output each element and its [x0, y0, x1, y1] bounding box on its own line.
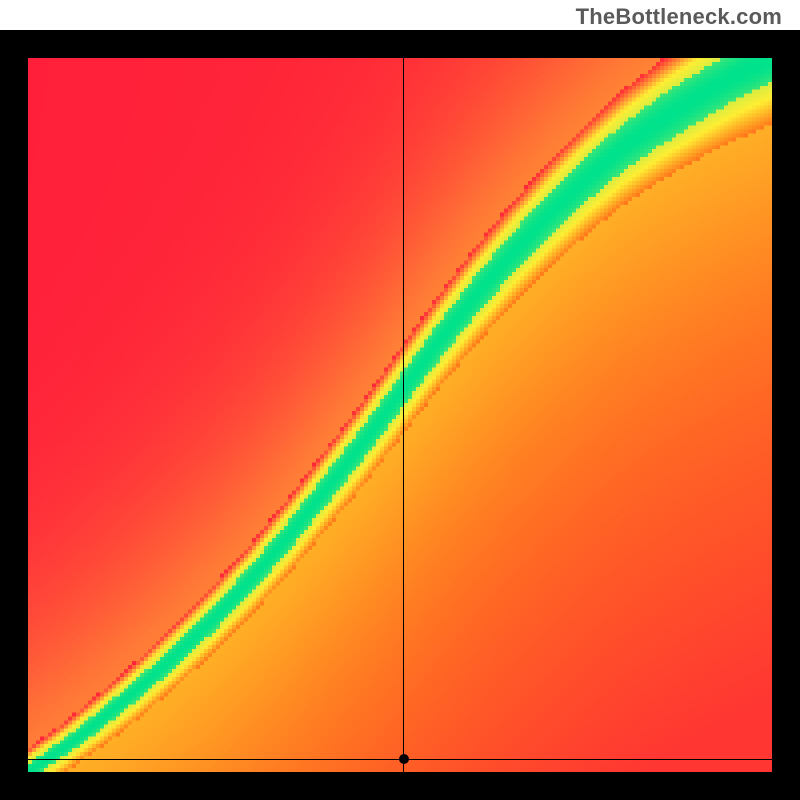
crosshair-marker-dot — [399, 754, 409, 764]
bottleneck-heatmap — [28, 58, 772, 772]
watermark-text: TheBottleneck.com — [576, 4, 782, 30]
root-container: TheBottleneck.com — [0, 0, 800, 800]
crosshair-vertical-line — [403, 58, 404, 772]
